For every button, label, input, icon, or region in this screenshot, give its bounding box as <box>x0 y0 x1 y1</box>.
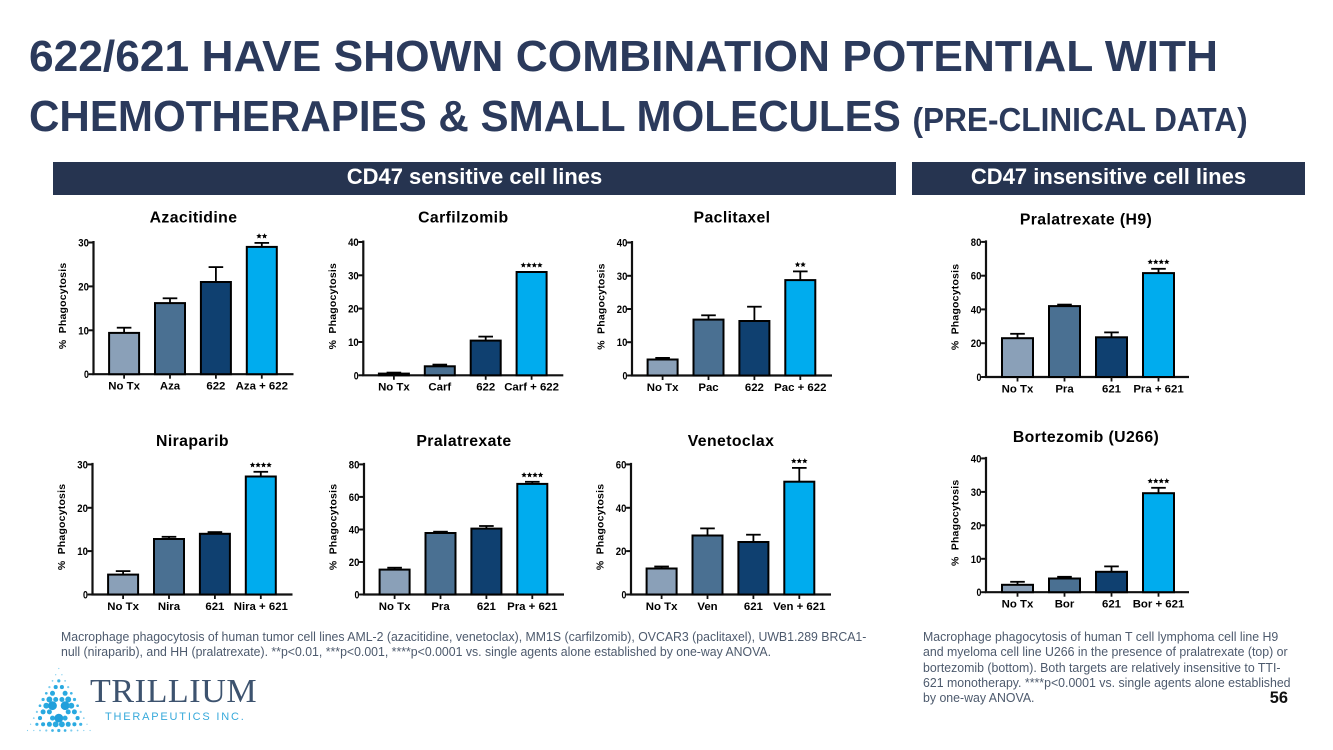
svg-text:622: 622 <box>206 381 225 393</box>
svg-text:Pralatrexate: Pralatrexate <box>416 433 511 450</box>
svg-text:80: 80 <box>349 459 360 471</box>
svg-text:20: 20 <box>617 304 628 316</box>
svg-text:Pra + 621: Pra + 621 <box>1133 383 1184 395</box>
svg-text:Venetoclax: Venetoclax <box>688 433 775 450</box>
svg-text:Pra: Pra <box>431 601 450 613</box>
svg-text:No Tx: No Tx <box>379 601 411 613</box>
svg-text:20: 20 <box>348 304 359 316</box>
svg-text:20: 20 <box>971 520 982 532</box>
svg-text:40: 40 <box>616 503 627 515</box>
svg-text:40: 40 <box>971 304 982 316</box>
svg-text:Pra: Pra <box>1055 383 1074 395</box>
svg-text:Bor: Bor <box>1055 599 1075 611</box>
svg-text:Ven + 621: Ven + 621 <box>773 601 826 613</box>
svg-text:40: 40 <box>348 237 359 249</box>
svg-text:% Phagocytosis: % Phagocytosis <box>327 263 339 349</box>
svg-text:Carf + 622: Carf + 622 <box>504 382 559 394</box>
svg-text:Paclitaxel: Paclitaxel <box>694 209 771 226</box>
svg-text:No Tx: No Tx <box>1002 383 1034 395</box>
svg-text:No Tx: No Tx <box>107 601 139 613</box>
svg-text:Ven: Ven <box>697 601 717 613</box>
svg-text:30: 30 <box>971 487 982 499</box>
svg-text:20: 20 <box>77 503 88 515</box>
svg-text:0: 0 <box>622 590 627 602</box>
svg-text:10: 10 <box>78 325 89 337</box>
svg-text:30: 30 <box>348 270 359 282</box>
svg-text:40: 40 <box>971 453 982 465</box>
svg-text:Pac: Pac <box>698 382 718 394</box>
svg-text:Pralatrexate (H9): Pralatrexate (H9) <box>1020 211 1152 228</box>
svg-text:No Tx: No Tx <box>378 382 410 394</box>
svg-text:621: 621 <box>744 601 764 613</box>
svg-text:622: 622 <box>476 382 495 394</box>
svg-text:60: 60 <box>349 492 360 504</box>
svg-text:20: 20 <box>349 557 360 569</box>
svg-text:Carf: Carf <box>428 382 451 394</box>
svg-text:No Tx: No Tx <box>108 381 140 393</box>
svg-text:30: 30 <box>78 238 89 250</box>
svg-text:10: 10 <box>617 337 628 349</box>
svg-text:80: 80 <box>971 237 982 249</box>
svg-text:No Tx: No Tx <box>647 382 679 394</box>
svg-text:0: 0 <box>84 369 89 381</box>
svg-text:Nira + 621: Nira + 621 <box>234 601 289 613</box>
svg-text:Aza: Aza <box>160 381 181 393</box>
svg-text:40: 40 <box>349 525 360 537</box>
svg-text:% Phagocytosis: % Phagocytosis <box>950 480 962 566</box>
svg-text:0: 0 <box>623 371 628 383</box>
svg-text:Niraparib: Niraparib <box>156 433 229 450</box>
svg-text:30: 30 <box>617 271 628 283</box>
svg-text:621: 621 <box>477 601 497 613</box>
svg-text:% Phagocytosis: % Phagocytosis <box>950 264 962 350</box>
svg-text:No Tx: No Tx <box>646 601 678 613</box>
svg-text:20: 20 <box>971 338 982 350</box>
svg-text:% Phagocytosis: % Phagocytosis <box>57 263 69 349</box>
svg-text:Azacitidine: Azacitidine <box>150 209 238 226</box>
svg-text:Bor + 621: Bor + 621 <box>1133 599 1185 611</box>
svg-text:0: 0 <box>977 587 982 599</box>
svg-text:622: 622 <box>745 382 764 394</box>
svg-text:% Phagocytosis: % Phagocytosis <box>328 484 340 570</box>
svg-text:0: 0 <box>977 372 982 384</box>
svg-text:% Phagocytosis: % Phagocytosis <box>56 484 68 570</box>
svg-text:60: 60 <box>971 271 982 283</box>
svg-text:0: 0 <box>83 590 88 602</box>
svg-text:0: 0 <box>355 590 360 602</box>
svg-text:% Phagocytosis: % Phagocytosis <box>596 263 608 349</box>
svg-text:621: 621 <box>1102 383 1122 395</box>
svg-text:621: 621 <box>205 601 225 613</box>
svg-text:Nira: Nira <box>158 601 181 613</box>
svg-text:40: 40 <box>617 238 628 250</box>
svg-text:10: 10 <box>348 337 359 349</box>
svg-text:Aza + 622: Aza + 622 <box>236 381 288 393</box>
svg-text:Carfilzomib: Carfilzomib <box>418 209 508 226</box>
svg-text:0: 0 <box>354 370 359 382</box>
svg-text:No Tx: No Tx <box>1002 599 1034 611</box>
svg-text:60: 60 <box>616 459 627 471</box>
svg-text:10: 10 <box>971 554 982 566</box>
svg-text:10: 10 <box>77 546 88 558</box>
svg-text:621: 621 <box>1102 599 1122 611</box>
svg-text:Pac + 622: Pac + 622 <box>774 382 826 394</box>
svg-text:Bortezomib (U266): Bortezomib (U266) <box>1013 429 1159 446</box>
svg-text:20: 20 <box>616 546 627 558</box>
svg-text:20: 20 <box>78 281 89 293</box>
svg-text:% Phagocytosis: % Phagocytosis <box>595 484 607 570</box>
svg-text:30: 30 <box>77 459 88 471</box>
svg-text:Pra + 621: Pra + 621 <box>507 601 558 613</box>
